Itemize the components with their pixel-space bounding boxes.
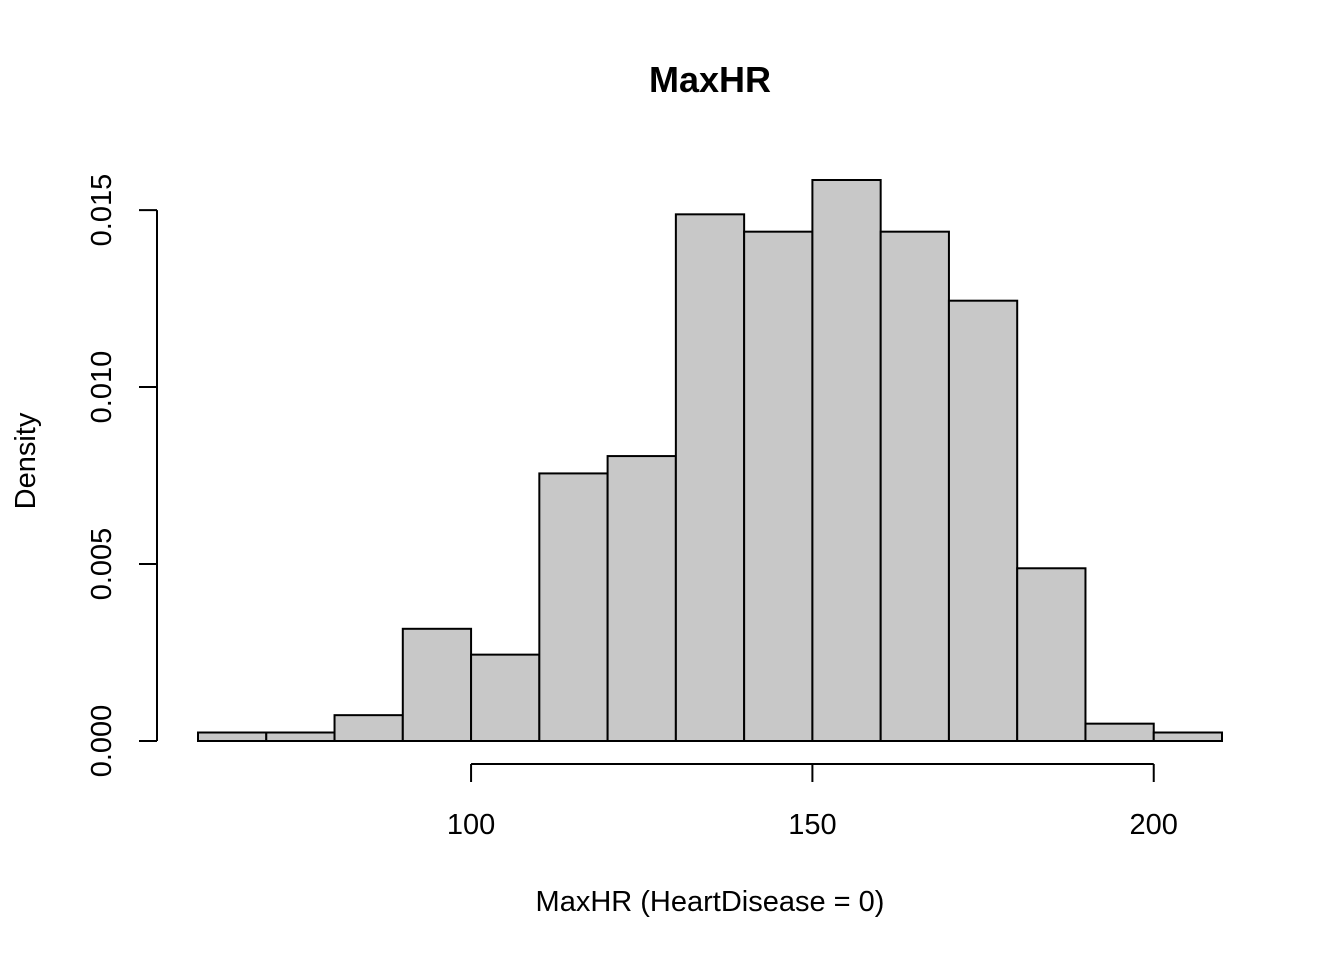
x-tick-label: 200 (1130, 809, 1178, 841)
histogram-bar-12 (1016, 567, 1087, 742)
histogram-bar-0 (197, 731, 268, 743)
histogram-bar-9 (811, 179, 882, 742)
y-tick-label: 0.015 (86, 174, 118, 247)
bars-group (197, 179, 1223, 743)
x-tick-label: 150 (788, 809, 836, 841)
histogram-bar-6 (606, 455, 677, 742)
histogram-bar-10 (879, 230, 950, 742)
histogram-bar-14 (1152, 731, 1223, 743)
y-tick-label: 0.000 (86, 705, 118, 778)
y-axis: 0.000 0.005 0.010 0.015 (86, 174, 158, 778)
x-tick-label: 100 (447, 809, 495, 841)
histogram-bar-1 (265, 731, 336, 743)
histogram-bar-8 (743, 230, 814, 742)
x-axis: 100 150 200 (447, 763, 1178, 841)
histogram-bar-13 (1084, 722, 1155, 743)
chart-title: MaxHR (649, 59, 771, 100)
histogram-bar-4 (470, 653, 541, 743)
y-tick-label: 0.005 (86, 528, 118, 601)
histogram-bar-11 (947, 299, 1019, 742)
histogram-bar-3 (401, 627, 473, 742)
x-axis-label: MaxHR (HeartDisease = 0) (536, 886, 885, 918)
histogram-bar-5 (538, 472, 609, 742)
y-tick-label: 0.010 (86, 351, 118, 424)
histogram-bar-2 (333, 714, 404, 743)
y-axis-label: Density (10, 412, 42, 509)
histogram-bar-7 (674, 213, 746, 742)
